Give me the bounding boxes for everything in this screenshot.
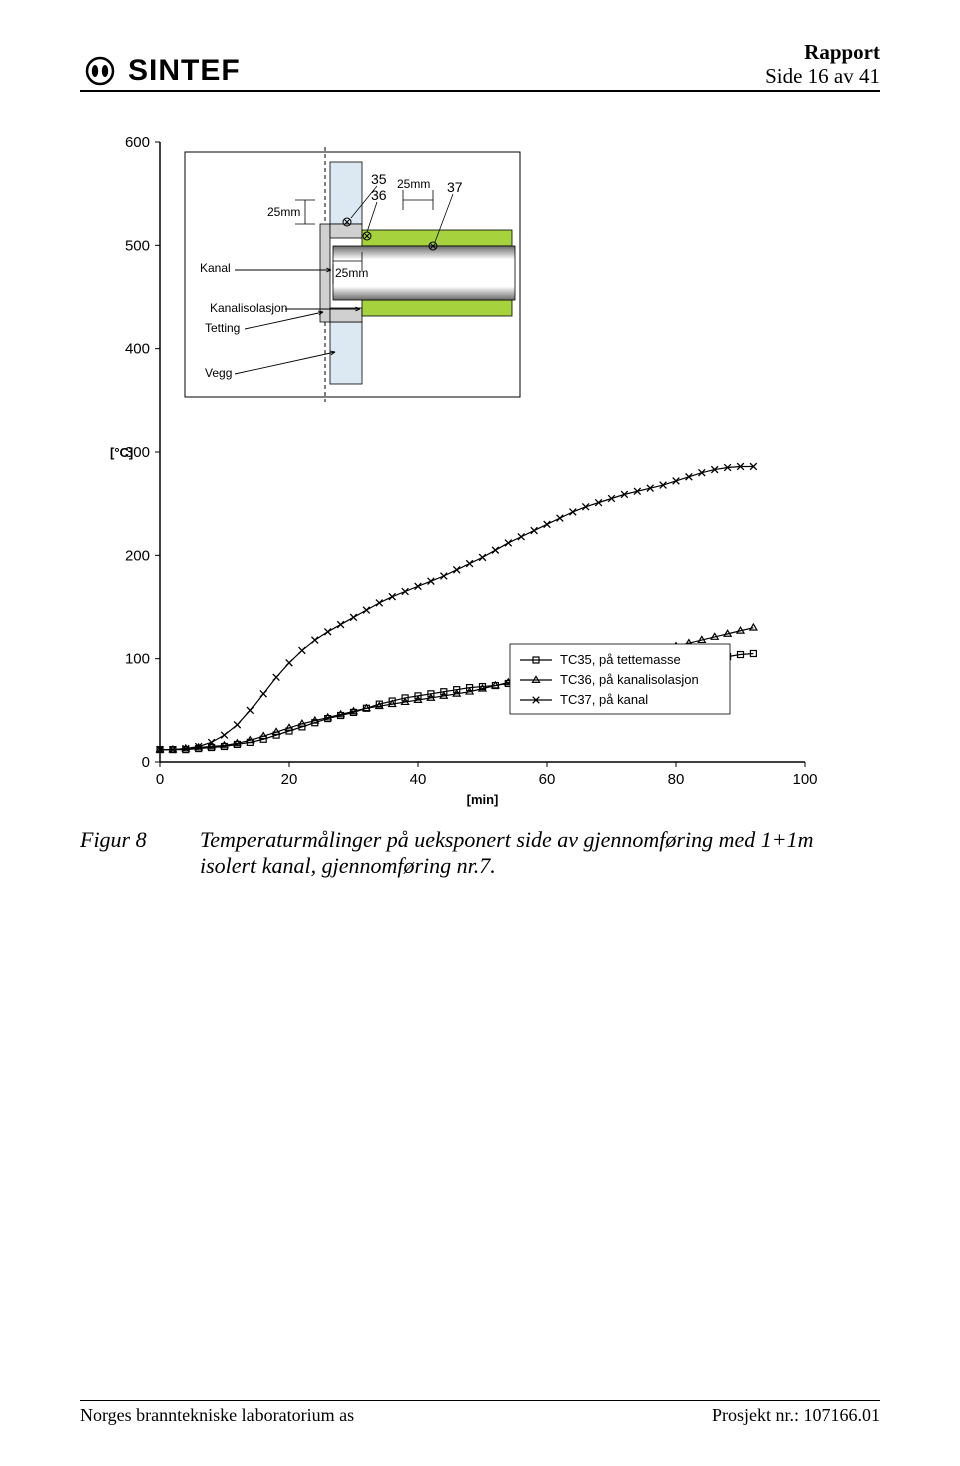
svg-text:20: 20 (281, 771, 298, 788)
logo-text: SINTEF (128, 54, 241, 88)
footer-right: Prosjekt nr.: 107166.01 (712, 1405, 880, 1426)
figure: 0100200300400500600020406080100[°C][min]… (90, 132, 880, 817)
svg-text:TC36, på kanalisolasjon: TC36, på kanalisolasjon (560, 672, 699, 687)
svg-text:Kanal: Kanal (200, 261, 231, 275)
logo-icon (80, 56, 120, 86)
logo: SINTEF (80, 54, 241, 88)
page-header: SINTEF Rapport Side 16 av 41 (80, 40, 880, 92)
svg-text:35: 35 (371, 171, 387, 187)
svg-text:25mm: 25mm (267, 205, 300, 219)
svg-text:TC37, på kanal: TC37, på kanal (560, 692, 648, 707)
svg-text:25mm: 25mm (335, 266, 368, 280)
svg-text:400: 400 (125, 341, 150, 358)
page-number: Side 16 av 41 (765, 64, 880, 88)
doc-title: Rapport (765, 40, 880, 64)
svg-text:Kanalisolasjon: Kanalisolasjon (210, 301, 287, 315)
footer-left: Norges branntekniske laboratorium as (80, 1405, 354, 1426)
caption-text: Temperaturmålinger på ueksponert side av… (200, 827, 840, 879)
svg-text:100: 100 (125, 651, 150, 668)
svg-text:100: 100 (792, 771, 817, 788)
svg-text:[min]: [min] (467, 792, 499, 807)
svg-text:Vegg: Vegg (205, 366, 232, 380)
svg-text:0: 0 (156, 771, 164, 788)
svg-text:36: 36 (371, 187, 387, 203)
svg-text:40: 40 (410, 771, 427, 788)
svg-text:TC35, på tettemasse: TC35, på tettemasse (560, 652, 681, 667)
svg-text:80: 80 (668, 771, 685, 788)
figure-caption: Figur 8 Temperaturmålinger på ueksponert… (80, 827, 880, 879)
svg-text:Tetting: Tetting (205, 321, 240, 335)
header-right: Rapport Side 16 av 41 (765, 40, 880, 88)
svg-text:200: 200 (125, 548, 150, 565)
svg-text:0: 0 (142, 754, 150, 771)
svg-text:37: 37 (447, 179, 463, 195)
svg-text:500: 500 (125, 238, 150, 255)
chart: 0100200300400500600020406080100[°C][min]… (90, 132, 830, 812)
svg-text:[°C]: [°C] (110, 445, 133, 460)
page-footer: Norges branntekniske laboratorium as Pro… (80, 1400, 880, 1426)
caption-label: Figur 8 (80, 827, 200, 879)
svg-text:60: 60 (539, 771, 556, 788)
svg-text:25mm: 25mm (397, 177, 430, 191)
svg-text:600: 600 (125, 134, 150, 151)
